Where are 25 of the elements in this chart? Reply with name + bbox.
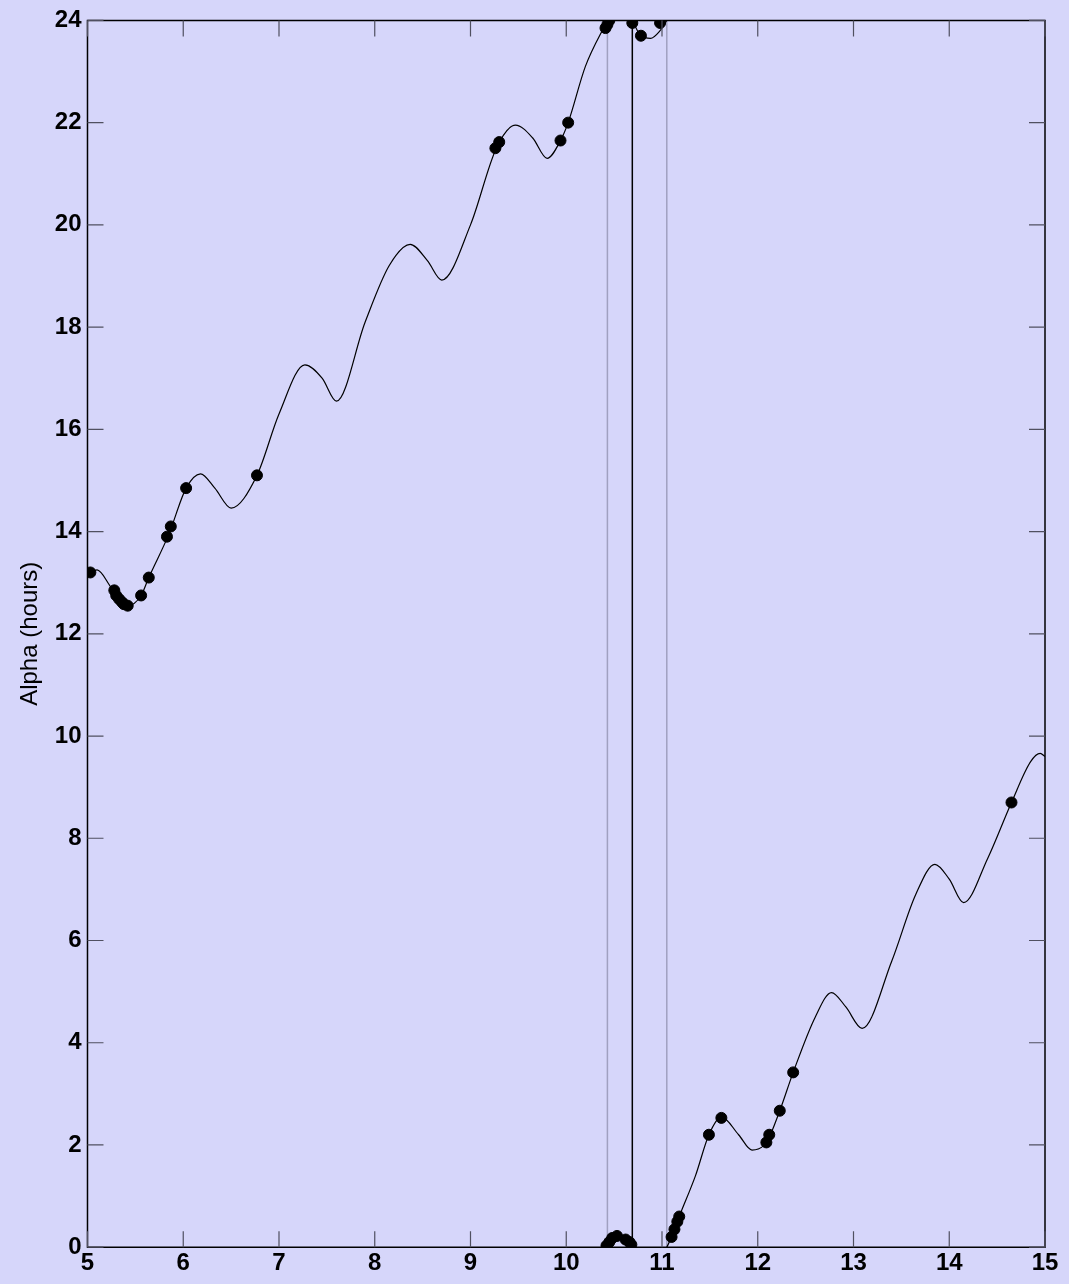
x-tick-label: 14 [935,1248,964,1276]
y-tick-label: 16 [54,413,82,441]
y-tick-label: 6 [68,925,82,953]
x-tick-label: 15 [1031,1248,1059,1276]
y-tick-label: 18 [54,311,82,339]
y-tick-label: 10 [54,720,82,748]
x-tick-label: 12 [744,1248,772,1276]
y-tick-label: 24 [54,5,83,33]
x-tick-label: 11 [649,1248,675,1276]
y-tick-label: 22 [54,107,82,135]
x-tick-label: 6 [176,1248,190,1276]
x-tick-label: 7 [272,1248,286,1276]
y-tick-label: 20 [54,209,82,237]
x-tick-label: 8 [368,1248,382,1276]
x-tick-label: 13 [840,1248,867,1276]
y-tick-label: 2 [68,1129,82,1157]
y-tick-label: 12 [54,618,82,646]
y-tick-label: 0 [68,1231,82,1259]
y-tick-label: 8 [68,822,82,850]
y-axis-title: Alpha (hours) [15,561,43,706]
x-tick-label: 9 [463,1248,478,1276]
y-tick-label: 14 [54,516,83,544]
x-tick-label: 5 [80,1248,95,1276]
y-tick-label: 4 [68,1027,83,1055]
x-tick-label: 10 [552,1248,580,1276]
